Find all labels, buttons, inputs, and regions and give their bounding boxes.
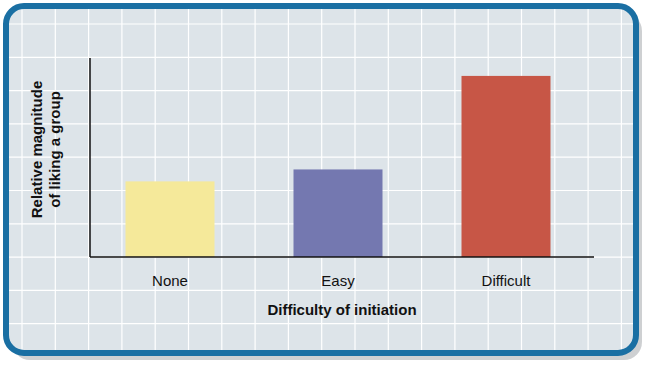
x-axis-title: Difficulty of initiation (267, 301, 416, 318)
bar (126, 181, 215, 257)
bar (294, 169, 383, 257)
background-grid-line (6, 257, 636, 258)
background-grid-line (421, 6, 422, 353)
background-grid-line (6, 57, 636, 58)
y-axis-line (89, 58, 91, 257)
bar (462, 76, 551, 257)
y-axis-title-line: of liking a group (46, 91, 63, 208)
y-axis-title-line: Relative magnitude (28, 81, 45, 219)
background-grid-line (554, 6, 555, 353)
background-grid-line (21, 6, 22, 353)
background-grid-line (454, 6, 455, 353)
x-tick-label: Easy (321, 272, 355, 289)
background-grid-line (621, 6, 622, 353)
background-grid-line (6, 323, 636, 324)
background-grid-line (155, 6, 156, 353)
background-grid-line (6, 23, 636, 24)
background-grid-line (88, 6, 89, 353)
y-axis-title: Relative magnitudeof liking a group (28, 81, 63, 219)
x-axis-line (90, 256, 594, 258)
background-grid-line (587, 6, 588, 353)
frame-background (6, 6, 636, 353)
background-grid-line (188, 6, 189, 353)
frame-border (6, 6, 636, 353)
background-grid (6, 6, 636, 353)
chart: None Easy Difficult Difficulty of initiatio… (0, 0, 649, 390)
background-grid-line (6, 290, 636, 291)
x-tick-label: None (152, 272, 188, 289)
bars (126, 76, 551, 257)
background-grid-line (255, 6, 256, 353)
background-grid-line (121, 6, 122, 353)
background-grid-line (221, 6, 222, 353)
x-tick-label: Difficult (482, 272, 532, 289)
